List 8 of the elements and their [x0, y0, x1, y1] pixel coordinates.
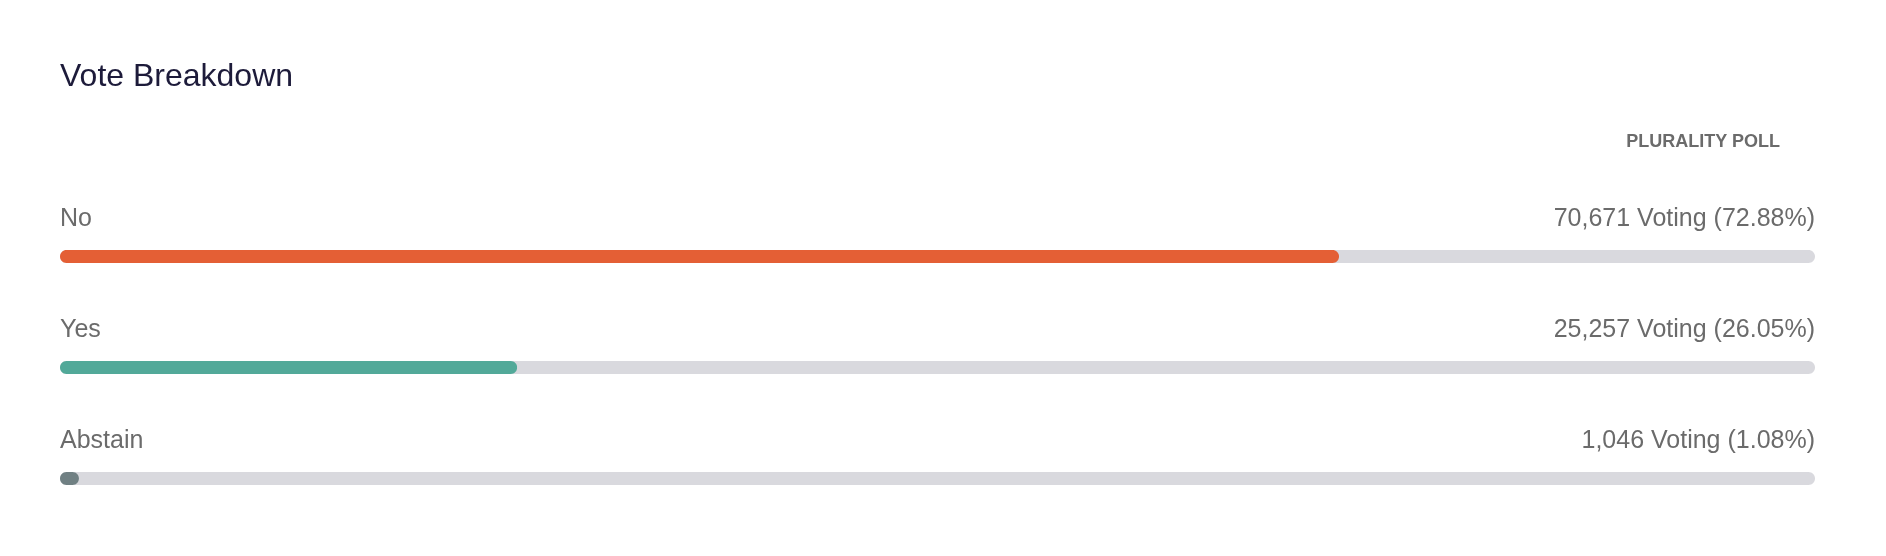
y-tick-label: Abstain — [60, 424, 144, 453]
chart-title: Vote Breakdown — [60, 57, 294, 93]
data-label: 70,671 Voting (72.88%) — [1553, 202, 1815, 231]
data-label: 25,257 Voting (26.05%) — [1553, 313, 1815, 342]
text: PLURALITY POLL — [1626, 131, 1780, 151]
y-tick-label: Yes — [60, 313, 101, 342]
y-tick-label: No — [60, 202, 92, 231]
data-label: 1,046 Voting (1.08%) — [1581, 424, 1815, 453]
